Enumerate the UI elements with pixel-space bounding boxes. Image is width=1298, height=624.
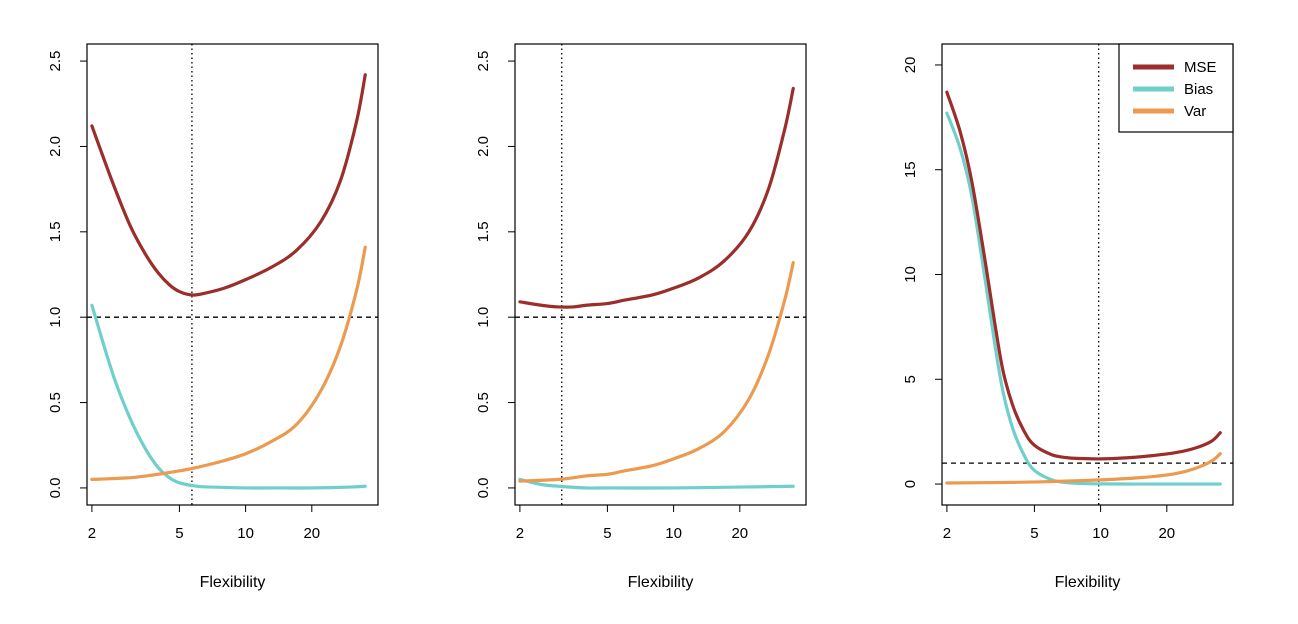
series-line-var <box>945 452 1222 485</box>
series-line-mse <box>945 90 1222 461</box>
x-tick-label: 2 <box>943 525 951 542</box>
y-tick-label: 20 <box>902 57 919 74</box>
x-tick-label: 5 <box>603 525 611 542</box>
y-tick-label: 0.5 <box>475 392 492 413</box>
y-tick-label: 2.5 <box>47 51 64 72</box>
x-tick-label: 10 <box>1092 525 1109 542</box>
x-tick-label: 20 <box>1158 525 1175 542</box>
legend-label-bias: Bias <box>1184 81 1213 98</box>
series-line-var <box>90 245 367 481</box>
x-axis-title: Flexibility <box>628 574 694 591</box>
y-tick-label: 0.5 <box>47 392 64 413</box>
x-tick-label: 5 <box>1030 525 1038 542</box>
y-tick-label: 1.5 <box>475 221 492 242</box>
y-tick-label: 0.0 <box>47 477 64 498</box>
y-tick-label: 15 <box>902 161 919 178</box>
x-tick-label: 20 <box>731 525 748 542</box>
x-tick-label: 20 <box>303 525 320 542</box>
y-tick-label: 0 <box>902 480 919 488</box>
series-line-bias <box>945 111 1222 486</box>
y-tick-label: 10 <box>902 266 919 283</box>
x-axis-title: Flexibility <box>1055 574 1121 591</box>
plot-frame <box>86 43 379 506</box>
panel-2: 2 5 10 20 0.0 0.5 1.0 1.5 2.0 2.5 Flexibility <box>475 43 807 591</box>
x-tick-label: 2 <box>516 525 524 542</box>
y-tick-label: 2.0 <box>475 136 492 157</box>
y-tick-label: 0.0 <box>475 477 492 498</box>
panel-3: 2 5 10 20 0 5 10 15 20 Flexibility MSE Bias Var <box>902 43 1234 591</box>
series-line-bias <box>90 303 367 490</box>
x-tick-label: 2 <box>88 525 96 542</box>
y-tick-label: 5 <box>902 375 919 383</box>
series-line-mse <box>90 73 367 297</box>
x-tick-label: 10 <box>665 525 682 542</box>
series-line-bias <box>518 477 795 490</box>
series-line-mse <box>518 86 795 309</box>
y-tick-label: 2.5 <box>475 51 492 72</box>
y-tick-label: 1.5 <box>47 221 64 242</box>
plot-frame <box>514 43 807 506</box>
series-line-var <box>518 260 795 483</box>
legend: MSE Bias Var <box>1118 43 1234 133</box>
legend-label-var: Var <box>1184 103 1206 120</box>
y-tick-label: 1.0 <box>47 307 64 328</box>
x-tick-label: 5 <box>175 525 183 542</box>
y-tick-label: 2.0 <box>47 136 64 157</box>
y-tick-label: 1.0 <box>475 307 492 328</box>
x-tick-label: 10 <box>237 525 254 542</box>
panel-1: 2 5 10 20 0.0 0.5 1.0 1.5 2.0 2.5 Flexibility <box>47 43 379 591</box>
legend-label-mse: MSE <box>1184 59 1217 76</box>
x-axis-title: Flexibility <box>200 574 266 591</box>
